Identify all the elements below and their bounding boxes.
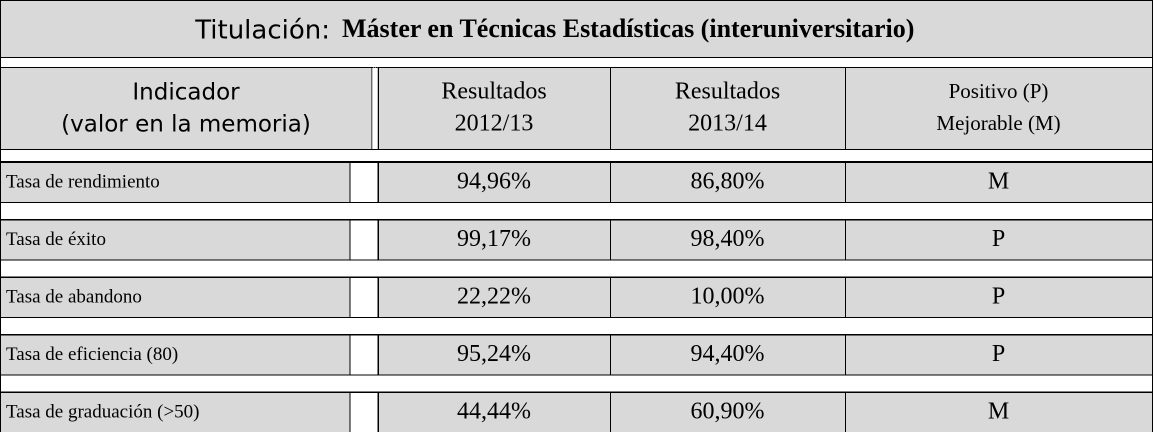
label-cell [0,334,351,376]
cell-value: 44,44% [457,399,531,425]
blank-cell [349,219,379,261]
header-cell [0,67,373,150]
title: Máster en Técnicas Estadísticas (interun… [342,14,914,43]
row-label: Tasa de eficiencia (80) [6,344,178,365]
header-text: Resultados [675,79,780,105]
value-cell [378,334,611,376]
cell-value: P [992,284,1005,310]
label-cell [0,392,351,432]
spacer [0,57,1153,68]
header-divider [371,67,379,150]
value-cell [845,392,1153,432]
spacer [0,202,1153,220]
value-cell [610,219,846,261]
header-text: 2012/13 [455,111,534,137]
cell-value: 86,80% [691,169,765,195]
spacer [0,149,1153,162]
value-cell [610,277,846,318]
spacer [0,317,1153,335]
row-label: Tasa de abandono [6,286,142,307]
header-text: Indicador [132,80,240,106]
label-cell [0,277,351,318]
cell-value: 94,40% [691,341,765,367]
cell-value: 98,40% [691,226,765,252]
cell-value: M [988,169,1009,195]
title-label: Titulación: [194,16,330,46]
header-text: (valor en la memoria) [61,112,311,138]
header-text: Positivo (P) [949,79,1049,103]
value-cell [378,392,611,432]
blank-cell [349,334,379,376]
cell-value: 94,96% [457,169,531,195]
cell-value: 60,90% [691,399,765,425]
value-cell [610,334,846,376]
row-label: Tasa de rendimiento [6,171,160,192]
cell-value: P [992,226,1005,252]
value-cell [845,277,1153,318]
cell-value: M [988,399,1009,425]
label-cell [0,219,351,261]
value-cell [610,392,846,432]
cell-value: P [992,341,1005,367]
row-label: Tasa de éxito [6,229,106,250]
cell-value: 22,22% [457,284,531,310]
title-row [0,0,1153,58]
header-text: Mejorable (M) [936,111,1060,135]
blank-cell [349,162,379,203]
cell-value: 95,24% [457,341,531,367]
cell-value: 10,00% [691,284,765,310]
value-cell [610,162,846,203]
blank-cell [349,277,379,318]
spacer [0,259,1153,278]
header-text: Resultados [441,79,546,105]
label-cell [0,162,351,203]
header-cell [845,67,1153,150]
header-cell [378,67,611,150]
spacer [0,374,1153,393]
header-text: 2013/14 [688,111,767,137]
row-label: Tasa de graduación (>50) [6,401,200,422]
value-cell [845,334,1153,376]
blank-cell [349,392,379,432]
header-cell [610,67,846,150]
cell-value: 99,17% [457,226,531,252]
